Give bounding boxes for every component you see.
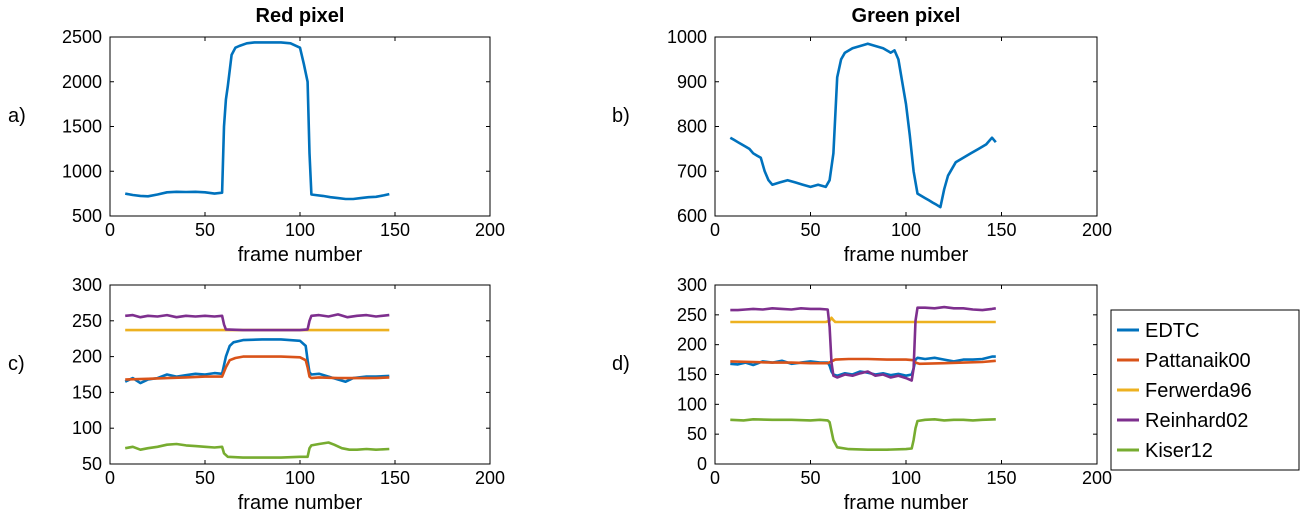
y-tick-label: 250 xyxy=(72,311,102,331)
x-tick-label: 0 xyxy=(710,220,720,240)
legend-entry-ferwerda96: Ferwerda96 xyxy=(1145,380,1252,402)
chart-panel-2: b) Green pixel 0 50 100 150 200 600 700 800 900 100… xyxy=(612,5,1112,266)
panel-label: a) xyxy=(8,105,26,127)
x-tick-label: 150 xyxy=(986,220,1016,240)
x-axis-label: frame number xyxy=(844,244,969,266)
x-tick-label: 200 xyxy=(1082,468,1112,488)
chart-title: Red pixel xyxy=(256,5,345,27)
x-tick-label: 150 xyxy=(380,468,410,488)
x-axis-label: frame number xyxy=(238,244,363,266)
legend-box xyxy=(1110,309,1300,471)
x-tick-label: 50 xyxy=(800,468,820,488)
x-tick-label: 50 xyxy=(800,220,820,240)
x-tick-label: 0 xyxy=(710,468,720,488)
series-line-reinhard02 xyxy=(125,313,390,332)
y-tick-label: 100 xyxy=(677,394,707,414)
panel-label: d) xyxy=(612,353,630,375)
y-tick-label: 200 xyxy=(72,347,102,367)
y-tick-label: 1000 xyxy=(62,161,102,181)
y-tick-label: 600 xyxy=(677,206,707,226)
series-line-1 xyxy=(729,42,997,209)
legend-entry-edtc: EDTC xyxy=(1145,320,1199,342)
y-tick-label: 150 xyxy=(72,382,102,402)
x-tick-label: 0 xyxy=(105,468,115,488)
x-axis-label: frame number xyxy=(844,492,969,514)
series-line-ferwerda96 xyxy=(730,316,996,324)
y-tick-label: 250 xyxy=(677,305,707,325)
x-tick-label: 50 xyxy=(195,468,215,488)
chart-panel-4: d) 0 50 100 150 200 0 50 100 150 200 250 300 frame nu… xyxy=(612,275,1112,514)
series-line-pattanaik00 xyxy=(730,357,996,366)
y-tick-label: 500 xyxy=(72,206,102,226)
x-tick-label: 200 xyxy=(475,220,505,240)
x-tick-label: 100 xyxy=(891,220,921,240)
y-tick-label: 50 xyxy=(687,424,707,444)
x-tick-label: 200 xyxy=(1082,220,1112,240)
series-line-kiser12 xyxy=(730,417,996,452)
x-tick-label: 200 xyxy=(475,468,505,488)
x-tick-label: 100 xyxy=(285,220,315,240)
series-line-1 xyxy=(124,41,390,201)
y-tick-label: 1500 xyxy=(62,117,102,137)
panel-label: c) xyxy=(8,353,25,375)
chart-panel-1: a) Red pixel 0 50 100 150 200 500 1000 1500 2000 25… xyxy=(8,5,505,266)
x-tick-label: 100 xyxy=(891,468,921,488)
series-line-pattanaik00 xyxy=(125,355,390,381)
y-tick-label: 800 xyxy=(677,117,707,137)
legend: EDTC Pattanaik00 Ferwerda96 Reinhard02 Kiser… xyxy=(1110,309,1300,471)
x-tick-label: 150 xyxy=(986,468,1016,488)
chart-title: Green pixel xyxy=(852,5,961,27)
y-tick-label: 50 xyxy=(82,454,102,474)
y-tick-label: 2000 xyxy=(62,72,102,92)
y-tick-label: 0 xyxy=(697,454,707,474)
y-tick-label: 700 xyxy=(677,161,707,181)
axes-box xyxy=(109,36,491,217)
legend-entry-reinhard02: Reinhard02 xyxy=(1145,410,1248,432)
axes-box xyxy=(714,36,1098,217)
y-tick-label: 900 xyxy=(677,72,707,92)
series-line-edtc xyxy=(124,338,390,385)
x-tick-label: 100 xyxy=(285,468,315,488)
legend-entry-pattanaik00: Pattanaik00 xyxy=(1145,350,1251,372)
y-tick-label: 100 xyxy=(72,418,102,438)
y-tick-label: 2500 xyxy=(62,27,102,47)
y-tick-label: 300 xyxy=(72,275,102,295)
y-tick-label: 300 xyxy=(677,275,707,295)
x-tick-label: 150 xyxy=(380,220,410,240)
series-line-reinhard02 xyxy=(730,305,997,382)
y-tick-label: 150 xyxy=(677,365,707,385)
series-line-kiser12 xyxy=(124,441,390,459)
y-tick-label: 200 xyxy=(677,335,707,355)
x-tick-label: 50 xyxy=(195,220,215,240)
legend-entry-kiser12: Kiser12 xyxy=(1145,440,1213,462)
x-tick-label: 0 xyxy=(105,220,115,240)
y-tick-label: 1000 xyxy=(667,27,707,47)
x-axis-label: frame number xyxy=(238,492,363,514)
panel-label: b) xyxy=(612,105,630,127)
